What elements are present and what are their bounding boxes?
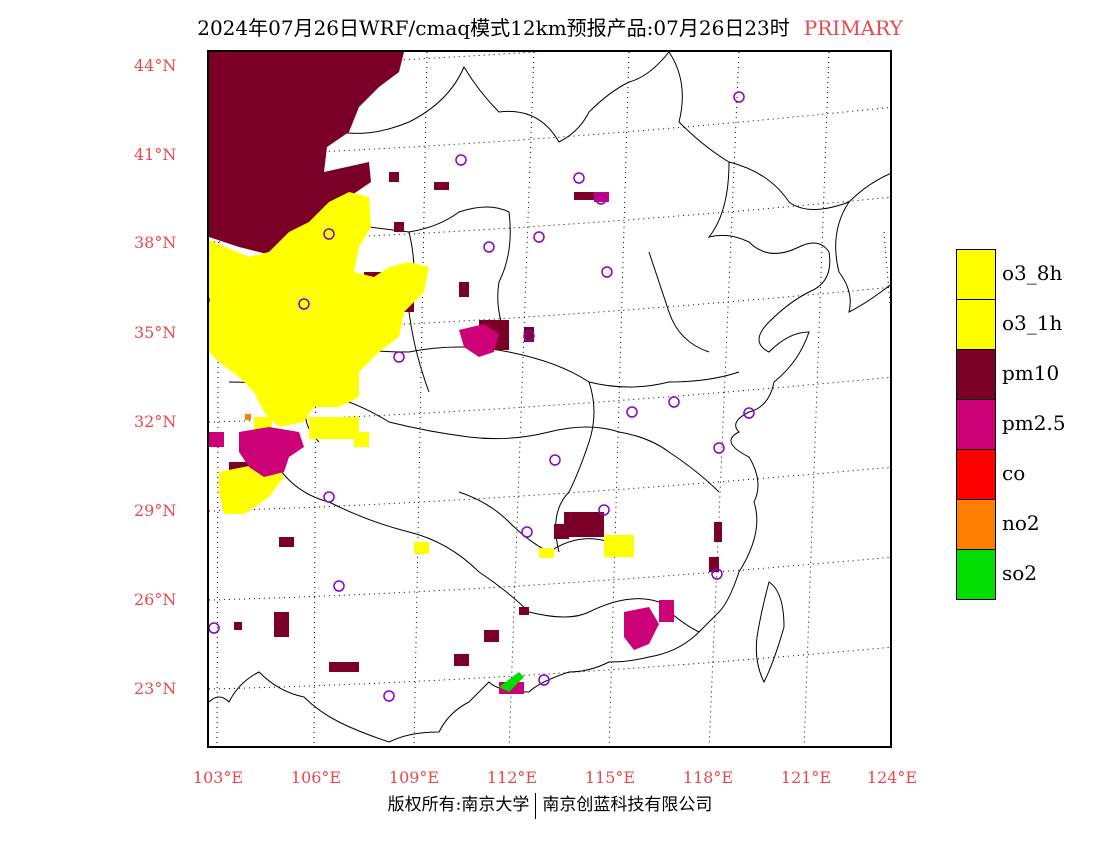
lon-label: 118°E (682, 768, 734, 787)
so2-patches (499, 672, 524, 692)
lat-label: 35°N (134, 323, 177, 342)
map-title-tag: PRIMARY (803, 16, 903, 40)
legend-swatch (956, 449, 996, 500)
pm25-patches (209, 192, 674, 694)
legend-label: co (1002, 461, 1026, 485)
legend-label: pm10 (1002, 361, 1060, 385)
map-title-main: 2024年07月26日WRF/cmaq模式12km预报产品:07月26日23时 (197, 16, 790, 40)
map-title: 2024年07月26日WRF/cmaq模式12km预报产品:07月26日23时 P… (0, 12, 1100, 41)
no2-patches (245, 414, 251, 420)
copyright-left: 版权所有:南京大学 (387, 795, 530, 815)
lat-label: 38°N (134, 233, 177, 252)
lat-label: 44°N (134, 56, 177, 75)
lon-label: 112°E (486, 768, 538, 787)
legend-swatch (956, 299, 996, 350)
lat-label: 29°N (134, 501, 177, 520)
lon-label: 103°E (192, 768, 244, 787)
lon-label: 115°E (584, 768, 636, 787)
map-canvas (209, 52, 890, 746)
legend-swatch (956, 499, 996, 550)
lat-label: 32°N (134, 412, 177, 431)
legend-swatch (956, 349, 996, 400)
lon-label: 106°E (290, 768, 342, 787)
lon-label: 124°E (866, 768, 918, 787)
legend-swatch (956, 249, 996, 300)
legend-label: o3_8h (1002, 261, 1063, 285)
legend-label: so2 (1002, 561, 1038, 585)
lon-label: 109°E (388, 768, 440, 787)
copyright: 版权所有:南京大学 南京创蓝科技有限公司 (0, 790, 1100, 819)
map-frame (207, 50, 892, 748)
lat-label: 23°N (134, 679, 177, 698)
legend-label: o3_1h (1002, 311, 1063, 335)
lon-label: 121°E (780, 768, 832, 787)
copyright-separator (535, 792, 537, 819)
copyright-right: 南京创蓝科技有限公司 (542, 795, 713, 815)
legend-label: pm2.5 (1002, 411, 1066, 435)
legend-swatch (956, 549, 996, 600)
lat-label: 26°N (134, 590, 177, 609)
lat-label: 41°N (134, 145, 177, 164)
station-markers (209, 91, 755, 702)
legend-swatch (956, 399, 996, 450)
graticule (209, 52, 890, 746)
legend-label: no2 (1002, 511, 1040, 535)
